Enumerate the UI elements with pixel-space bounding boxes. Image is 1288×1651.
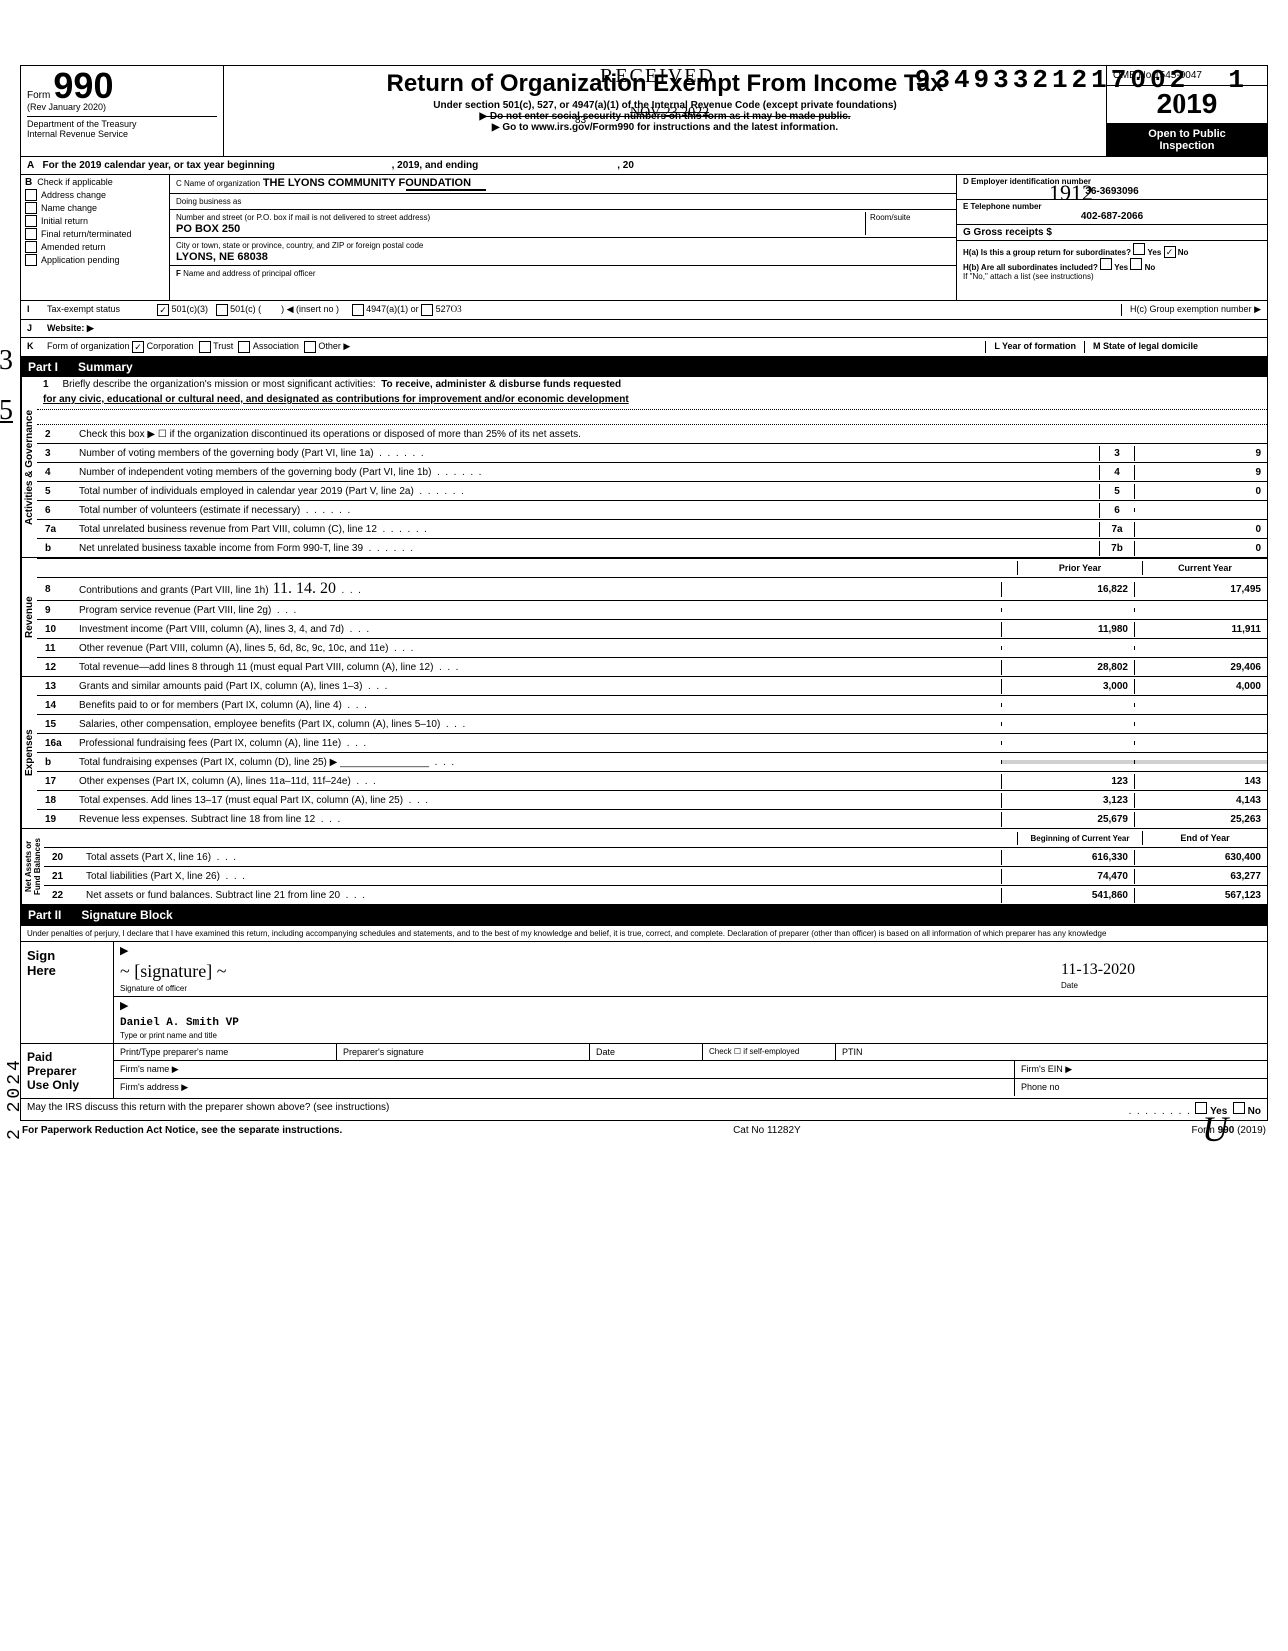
chk-501c[interactable] xyxy=(216,304,228,316)
line-16a-current xyxy=(1134,741,1267,745)
handwritten-1912: 1912 xyxy=(1049,180,1093,206)
chk-application-pending[interactable] xyxy=(25,254,37,266)
margin-scanned: SCANNED DEC 2 1 2021 xyxy=(0,485,5,761)
line-22-prior: 541,860 xyxy=(1001,888,1134,903)
chk-corp[interactable] xyxy=(132,341,144,353)
chk-amended[interactable] xyxy=(25,241,37,253)
line-5-value: 0 xyxy=(1134,484,1267,499)
line-12-current: 29,406 xyxy=(1134,660,1267,675)
dln-number: 93493321217002 1 xyxy=(915,65,1248,95)
line-21-prior: 74,470 xyxy=(1001,869,1134,884)
line-10-current: 11,911 xyxy=(1134,622,1267,637)
vert-revenue: Revenue xyxy=(21,558,37,676)
line-8-current: 17,495 xyxy=(1134,582,1267,597)
chk-ha-yes[interactable] xyxy=(1133,243,1145,255)
page-footer: For Paperwork Reduction Act Notice, see … xyxy=(20,1121,1268,1140)
vert-net-assets: Net Assets orFund Balances xyxy=(21,829,44,904)
officer-name-title: Daniel A. Smith VP xyxy=(120,1017,239,1029)
paid-preparer-label: PaidPreparerUse Only xyxy=(21,1044,114,1098)
form-number: 990 xyxy=(53,65,113,106)
ein: 36-3693096 xyxy=(963,186,1261,197)
open-public: Open to Public Inspection xyxy=(1107,124,1267,156)
line-6-value xyxy=(1134,508,1267,512)
line-11-prior xyxy=(1001,646,1134,650)
chk-assoc[interactable] xyxy=(238,341,250,353)
chk-527[interactable] xyxy=(421,304,433,316)
line-b-current xyxy=(1134,760,1267,764)
chk-other[interactable] xyxy=(304,341,316,353)
line-17-current: 143 xyxy=(1134,774,1267,789)
org-name: THE LYONS COMMUNITY FOUNDATION xyxy=(263,177,471,189)
begin-year-hdr: Beginning of Current Year xyxy=(1017,832,1142,845)
line-13-current: 4,000 xyxy=(1134,679,1267,694)
current-year-hdr: Current Year xyxy=(1142,561,1267,575)
city-state-zip: LYONS, NE 68038 xyxy=(176,251,268,263)
chk-hb-no[interactable] xyxy=(1130,258,1142,270)
line-14-current xyxy=(1134,703,1267,707)
chk-discuss-no[interactable] xyxy=(1233,1102,1245,1114)
line-20-prior: 616,330 xyxy=(1001,850,1134,865)
line-18-current: 4,143 xyxy=(1134,793,1267,808)
perjury-statement: Under penalties of perjury, I declare th… xyxy=(21,926,1267,942)
received-date: NOV 23 2022 xyxy=(630,105,709,121)
vert-expenses: Expenses xyxy=(21,677,37,828)
line-22-current: 567,123 xyxy=(1134,888,1267,903)
chk-trust[interactable] xyxy=(199,341,211,353)
line-21-current: 63,277 xyxy=(1134,869,1267,884)
tiny-num: 83 xyxy=(575,115,586,126)
form-label: Form xyxy=(27,90,50,101)
line-4-value: 9 xyxy=(1134,465,1267,480)
handwritten-15: 15 xyxy=(0,395,13,427)
dept-treasury: Department of the Treasury Internal Reve… xyxy=(27,116,217,139)
chk-501c3[interactable] xyxy=(157,304,169,316)
sign-date: 11-13-2020 xyxy=(1061,961,1135,978)
line-11-current xyxy=(1134,646,1267,650)
part-1-header: Part ISummary xyxy=(20,357,1268,377)
line-b-value: 0 xyxy=(1134,541,1267,556)
line-10-prior: 11,980 xyxy=(1001,622,1134,637)
sign-here-label: SignHere xyxy=(21,942,114,1043)
prior-year-hdr: Prior Year xyxy=(1017,561,1142,575)
mission-cont: for any civic, educational or cultural n… xyxy=(37,392,1267,407)
chk-initial-return[interactable] xyxy=(25,215,37,227)
line-14-prior xyxy=(1001,703,1134,707)
line-19-prior: 25,679 xyxy=(1001,812,1134,827)
part-2-header: Part IISignature Block xyxy=(20,905,1268,925)
line-18-prior: 3,123 xyxy=(1001,793,1134,808)
line-12-prior: 28,802 xyxy=(1001,660,1134,675)
line-13-prior: 3,000 xyxy=(1001,679,1134,694)
initial-signature: U xyxy=(1202,1108,1228,1150)
chk-final-return[interactable] xyxy=(25,228,37,240)
row-a-tax-year: A For the 2019 calendar year, or tax yea… xyxy=(20,157,1268,175)
handwritten-03: 03 xyxy=(0,345,13,377)
line-9-prior xyxy=(1001,608,1134,612)
chk-name-change[interactable] xyxy=(25,202,37,214)
line-15-prior xyxy=(1001,722,1134,726)
chk-ha-no[interactable] xyxy=(1164,246,1176,258)
received-stamp: RECEIVED xyxy=(600,65,715,88)
chk-hb-yes[interactable] xyxy=(1100,258,1112,270)
line-3-value: 9 xyxy=(1134,446,1267,461)
phone: 402-687-2066 xyxy=(963,211,1261,222)
line-7a-value: 0 xyxy=(1134,522,1267,537)
line-16a-prior xyxy=(1001,741,1134,745)
line-17-prior: 123 xyxy=(1001,774,1134,789)
website-instruction: ▶ Go to www.irs.gov/Form990 for instruct… xyxy=(232,122,1098,133)
line-15-current xyxy=(1134,722,1267,726)
line-b-prior xyxy=(1001,760,1134,764)
revision: (Rev January 2020) xyxy=(27,102,217,112)
chk-4947[interactable] xyxy=(352,304,364,316)
line-8-prior: 16,822 xyxy=(1001,582,1134,597)
officer-signature: ~ [signature] ~ xyxy=(120,961,226,981)
line-20-current: 630,400 xyxy=(1134,850,1267,865)
line-19-current: 25,263 xyxy=(1134,812,1267,827)
street-address: PO BOX 250 xyxy=(176,223,240,235)
line-9-current xyxy=(1134,608,1267,612)
mission-text: To receive, administer & disburse funds … xyxy=(381,379,621,390)
chk-address-change[interactable] xyxy=(25,189,37,201)
vert-activities: Activities & Governance xyxy=(21,377,37,557)
end-year-hdr: End of Year xyxy=(1142,831,1267,845)
